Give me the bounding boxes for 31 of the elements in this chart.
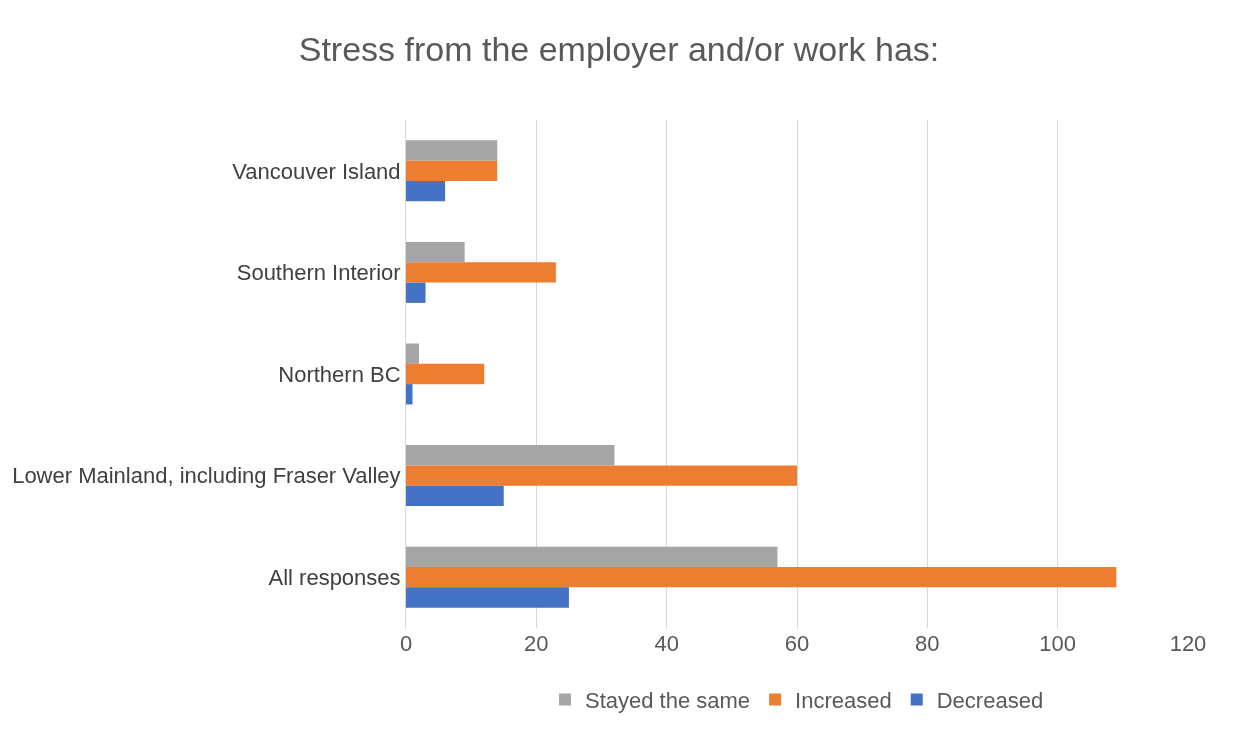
x-tick-label: 100 — [1039, 631, 1077, 656]
bar — [406, 363, 485, 385]
bar — [406, 384, 413, 405]
x-tick-label: 120 — [1169, 631, 1207, 656]
y-tick-label: Vancouver Island — [232, 158, 401, 184]
bar — [406, 140, 498, 161]
bar — [406, 465, 797, 486]
x-tick-label: 0 — [399, 631, 413, 656]
legend-label: Stayed the same — [585, 688, 751, 714]
bar — [406, 282, 426, 303]
y-tick-label: Northern BC — [278, 361, 401, 387]
bar — [406, 567, 1117, 588]
bar — [406, 587, 569, 608]
x-tick-label: 20 — [524, 631, 549, 656]
x-tick-label: 40 — [654, 631, 679, 656]
bar — [406, 445, 615, 466]
bar — [406, 546, 778, 568]
legend-label: Decreased — [936, 688, 1044, 714]
bar — [406, 343, 420, 364]
x-tick-label: 80 — [915, 631, 940, 656]
bar — [406, 241, 465, 263]
bar — [406, 485, 504, 507]
y-tick-label: All responses — [268, 564, 401, 590]
y-tick-label: Southern Interior — [236, 260, 401, 286]
x-tick-label: 60 — [784, 631, 810, 656]
bar — [406, 160, 498, 181]
chart-title: Stress from the employer and/or work has: — [298, 30, 940, 69]
bar — [406, 180, 446, 202]
legend-label: Increased — [795, 688, 892, 714]
bar — [406, 262, 556, 283]
y-tick-label: Lower Mainland, including Fraser Valley — [12, 463, 401, 489]
